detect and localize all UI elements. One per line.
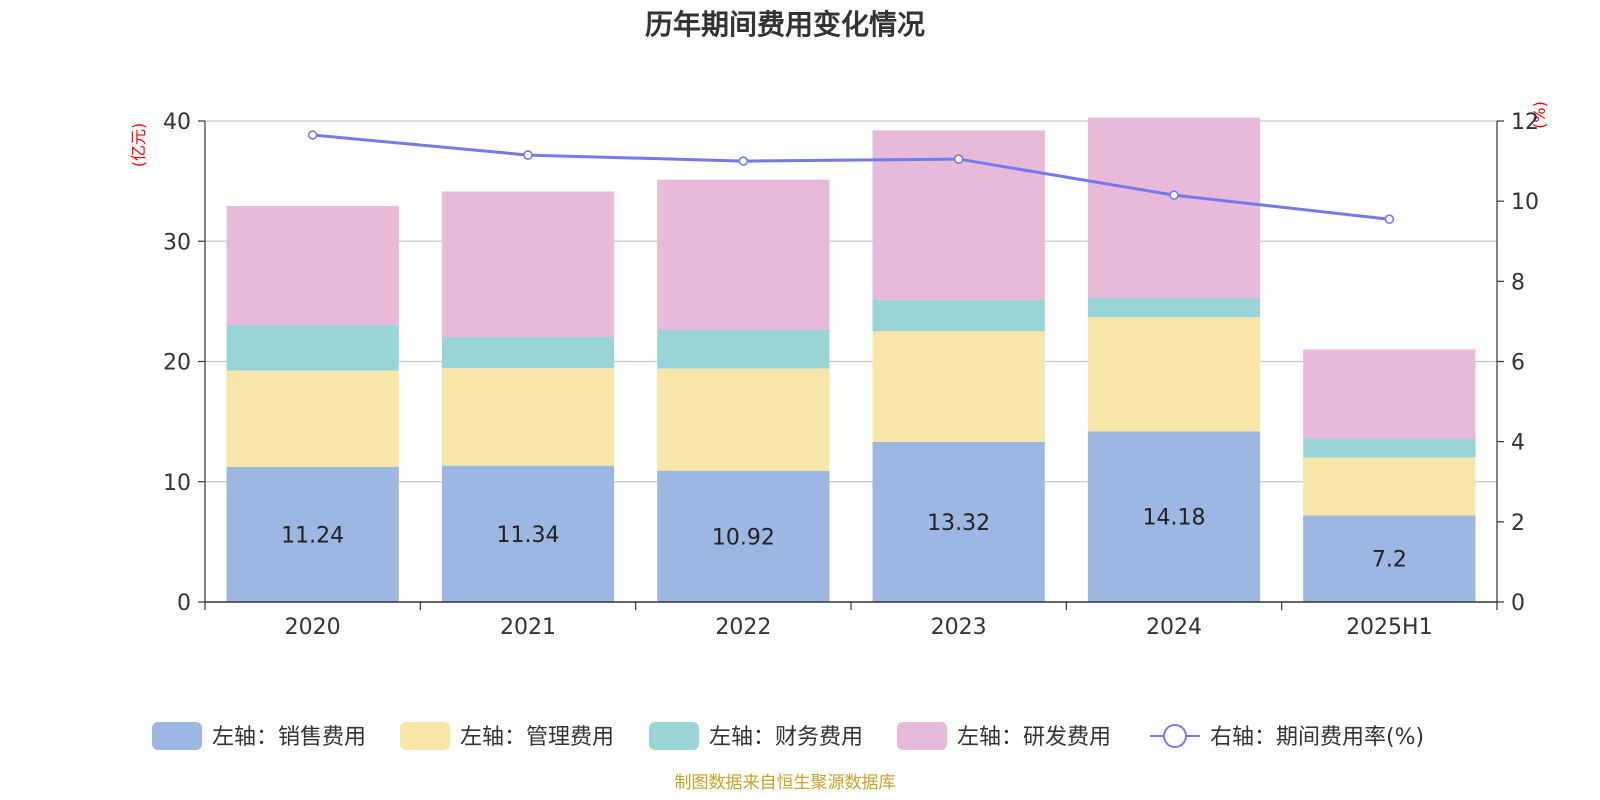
x-tick-label: 2023: [931, 615, 987, 640]
line-point: [307, 130, 318, 140]
legend-swatch: [649, 722, 699, 750]
legend-label: 右轴：期间费用率(%): [1210, 725, 1424, 750]
right-tick-label: 8: [1511, 270, 1525, 295]
left-tick-label: 10: [163, 471, 191, 496]
bar-segment: [872, 299, 1045, 332]
right-tick-label: 12: [1511, 110, 1539, 135]
bar-segment: [657, 368, 830, 471]
legend-label: 左轴：销售费用: [212, 725, 366, 750]
right-tick-label: 10: [1511, 190, 1539, 215]
bar-segment: [226, 370, 399, 467]
legend-label: 左轴：管理费用: [460, 725, 614, 750]
data-label: 10.92: [712, 525, 775, 550]
bar-segment: [226, 324, 399, 371]
bar-segment: [1303, 349, 1476, 439]
x-tick-label: 2021: [500, 615, 556, 640]
left-tick-label: 40: [163, 110, 191, 135]
bar-segment: [1303, 457, 1476, 516]
bar-segment: [657, 179, 830, 330]
bar-segment: [226, 466, 399, 602]
legend-swatch: [152, 722, 202, 750]
bar-segment: [1087, 317, 1261, 432]
left-axis-unit: (亿元): [129, 123, 148, 168]
data-label: 7.2: [1372, 548, 1407, 573]
left-tick-label: 20: [163, 351, 191, 376]
data-label: 11.24: [281, 523, 344, 548]
bar-segment: [441, 465, 615, 602]
bar-segment: [441, 336, 615, 369]
gridlines: [205, 120, 1497, 483]
right-tick-label: 0: [1511, 591, 1525, 616]
right-tick-label: 2: [1511, 511, 1525, 536]
bars: 11.24 11.34 10.92 13.32 14.18 7.2: [226, 117, 1476, 602]
bar-segment: [441, 191, 615, 337]
axes: 0 10 20 30 40 0 2 4 6 8 10 12 2020 2021 2022 2023 2024 20…: [163, 110, 1539, 640]
bar-segment: [872, 441, 1045, 602]
line-point: [738, 156, 749, 166]
bar-segment: [657, 470, 830, 602]
right-tick-label: 4: [1511, 431, 1525, 456]
line-point: [523, 150, 533, 160]
x-tick-label: 2020: [285, 615, 341, 640]
chart-title: 历年期间费用变化情况: [645, 8, 925, 41]
source-note: 制图数据来自恒生聚源数据库: [675, 773, 896, 793]
bar-segment: [1303, 515, 1476, 602]
bar-segment: [657, 329, 830, 369]
bar-segment: [1087, 431, 1261, 602]
line-point: [953, 154, 964, 164]
left-tick-label: 0: [177, 591, 191, 616]
line-path: [312, 133, 1390, 221]
line-point: [1384, 214, 1395, 225]
legend-label: 左轴：财务费用: [709, 725, 863, 750]
legend-swatch: [400, 722, 450, 750]
data-label: 13.32: [927, 511, 990, 536]
legend: 左轴：销售费用 左轴：管理费用 左轴：财务费用 左轴：研发费用 右轴：期间费用率(%): [152, 722, 1424, 750]
line-point: [1169, 190, 1179, 200]
bar-segment: [1087, 298, 1261, 318]
data-label: 14.18: [1143, 506, 1206, 531]
bar-segment: [441, 368, 615, 466]
x-tick-label: 2024: [1146, 615, 1202, 640]
bar-segment: [1303, 438, 1476, 458]
right-axis-unit: (%): [1530, 101, 1549, 129]
right-tick-label: 6: [1511, 351, 1525, 376]
legend-circle-icon: [1163, 724, 1187, 748]
x-tick-label: 2022: [715, 615, 771, 640]
legend-label: 左轴：研发费用: [957, 725, 1111, 750]
bar-segment: [1087, 117, 1261, 299]
data-label: 11.34: [497, 523, 560, 548]
x-tick-label: 2025H1: [1346, 615, 1433, 640]
expense-rate-line: [307, 130, 1395, 225]
bar-segment: [226, 205, 399, 325]
left-tick-label: 30: [163, 230, 191, 255]
bar-segment: [872, 331, 1045, 442]
legend-swatch: [897, 722, 947, 750]
